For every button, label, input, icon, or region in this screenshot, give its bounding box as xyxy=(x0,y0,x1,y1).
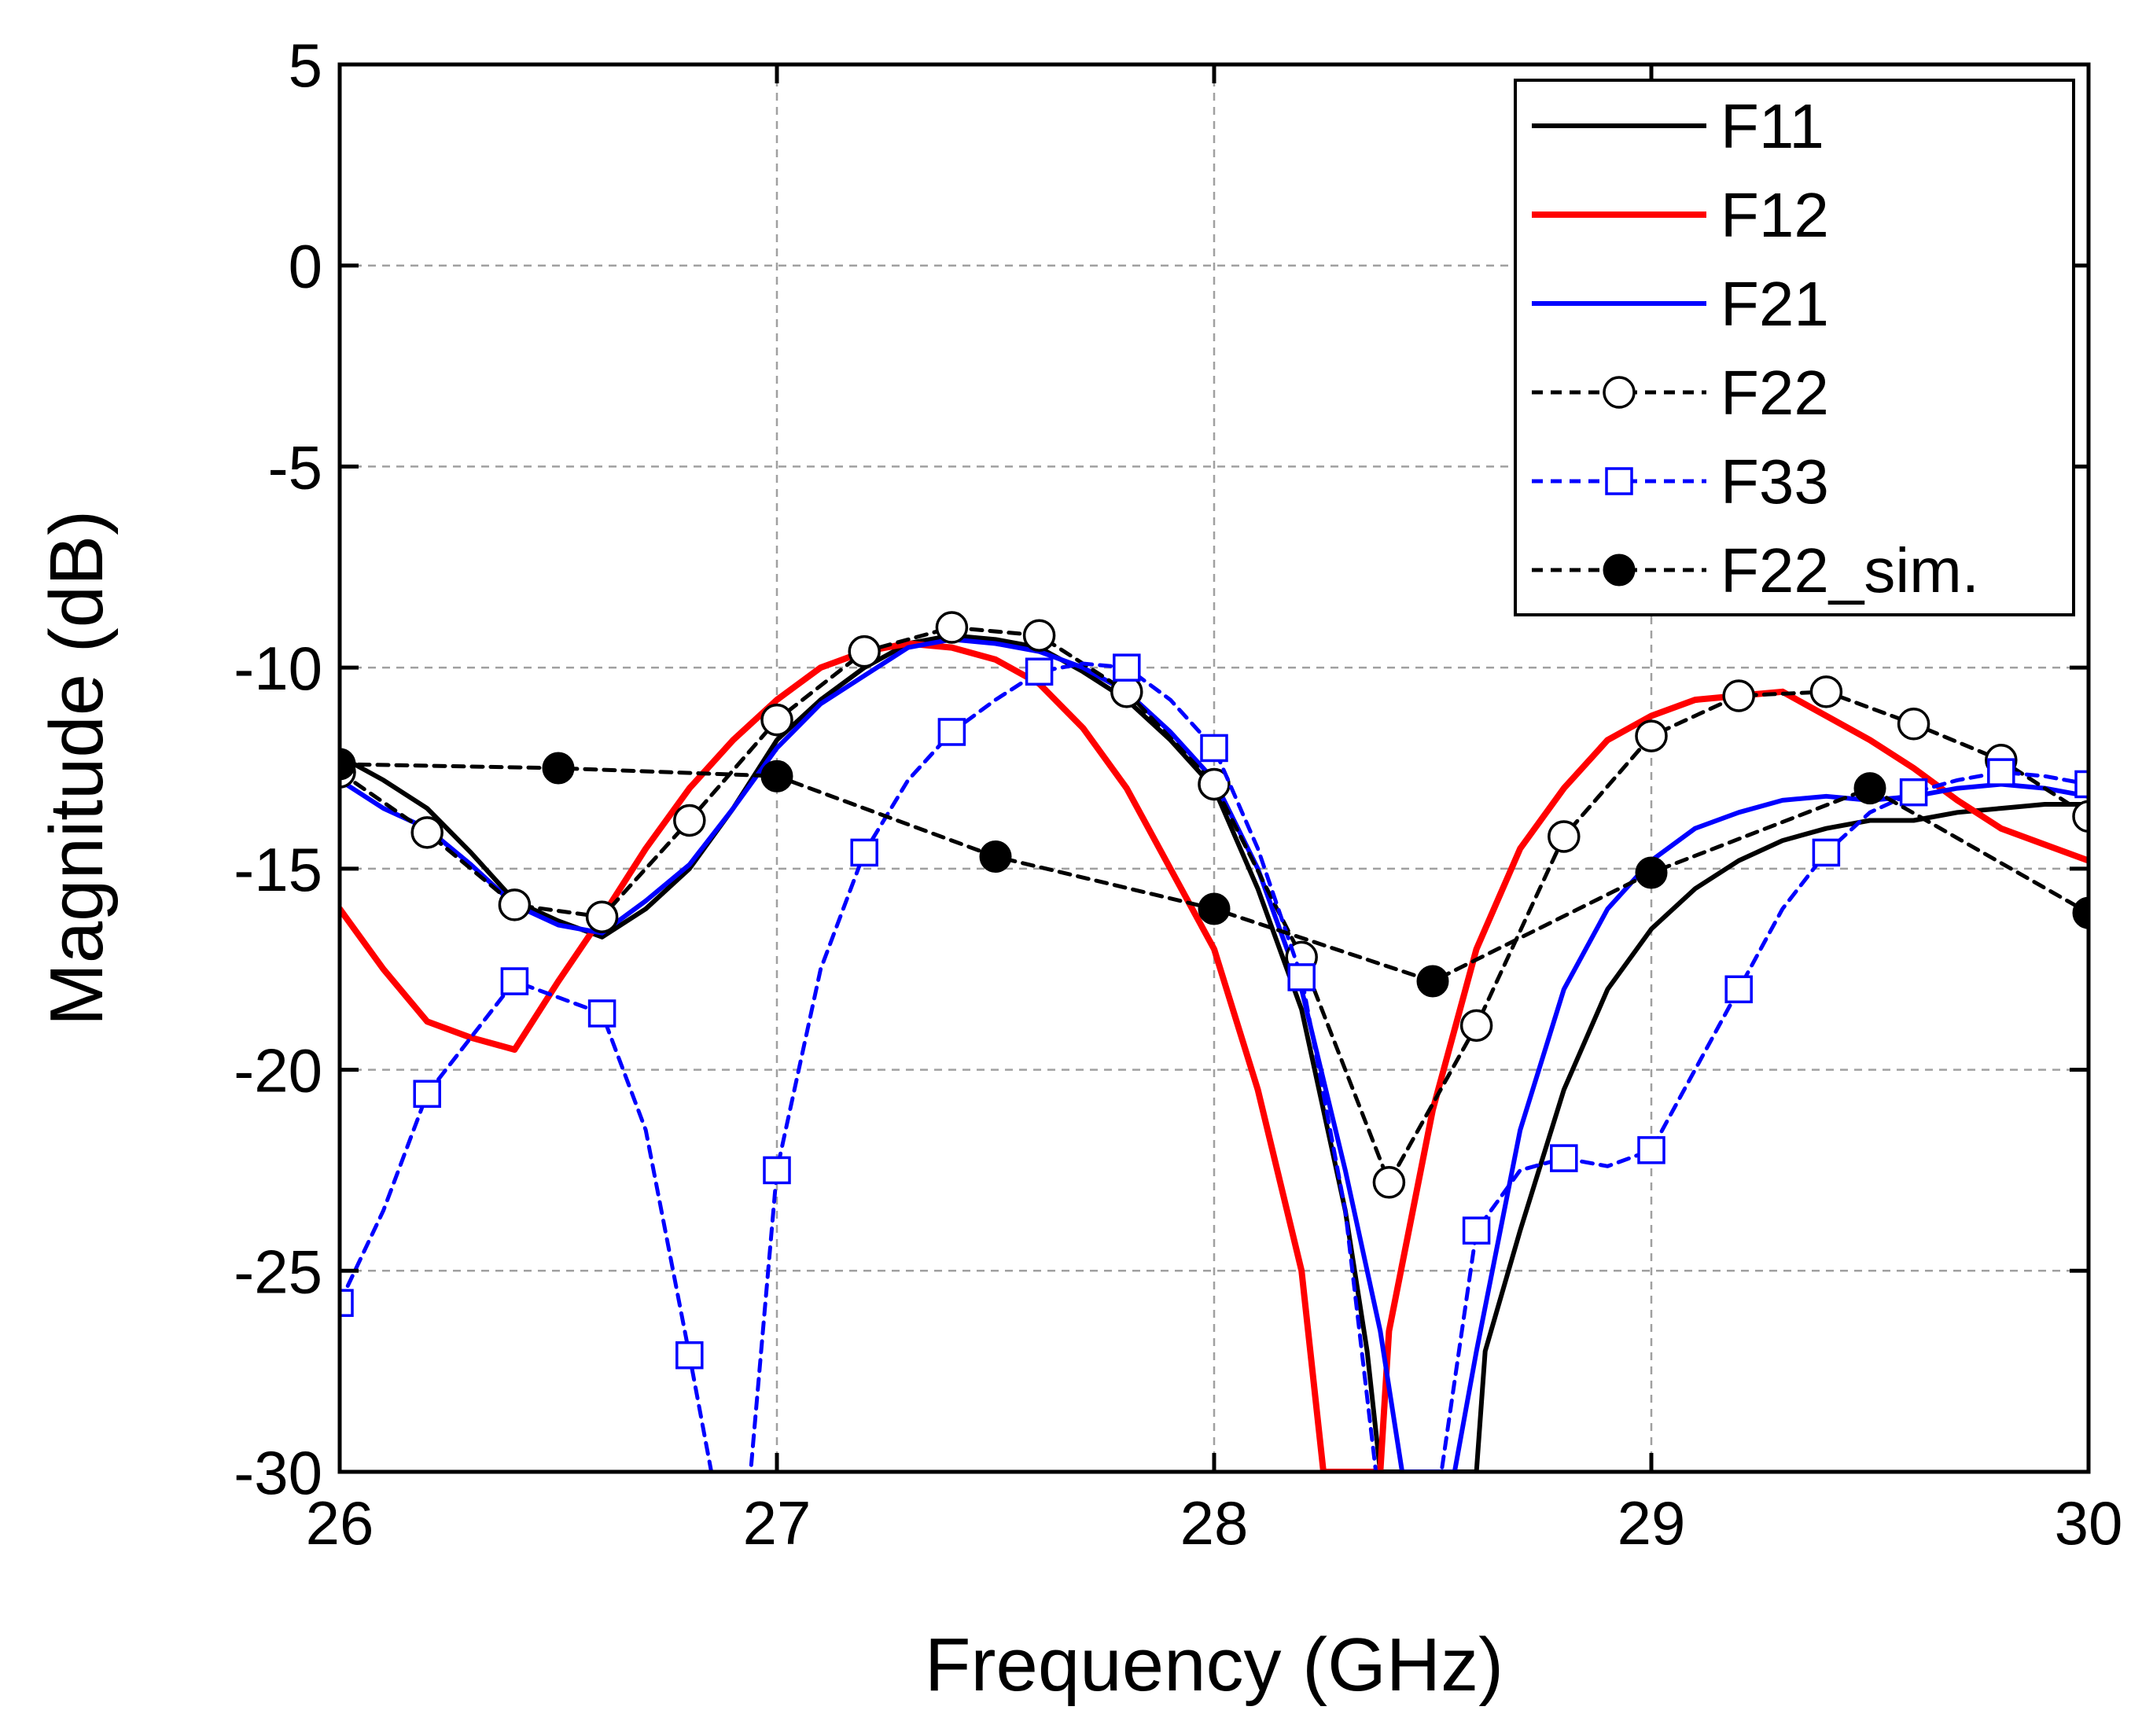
data-point-f33 xyxy=(1724,975,1753,1004)
x-tick-label: 27 xyxy=(743,1488,812,1558)
series-f33 xyxy=(340,653,2089,1472)
data-point-f22 xyxy=(1635,719,1668,752)
data-point-f22 xyxy=(2072,800,2089,833)
data-point-f22-sim xyxy=(340,748,356,781)
tick-layer: 26 27 28 29 30 5 0 -5 -10 -15 -20 -25 -30 xyxy=(234,31,2122,1558)
legend-marker-f22 xyxy=(1603,376,1636,409)
y-tick-label: 0 xyxy=(289,232,322,301)
y-tick-label: -5 xyxy=(268,432,322,502)
legend-marker-f33 xyxy=(1605,467,1633,495)
x-tick-label: 26 xyxy=(306,1488,374,1558)
data-point-f22-sim xyxy=(1635,856,1668,889)
data-point-f22 xyxy=(935,611,969,644)
data-point-f22 xyxy=(848,634,881,668)
series-f22-sim xyxy=(340,748,2089,998)
data-point-f33 xyxy=(1637,1136,1665,1164)
y-tick-label: -15 xyxy=(234,835,322,904)
data-point-f33 xyxy=(1025,657,1054,686)
x-axis-title: Frequency (GHz) xyxy=(925,1623,1503,1707)
y-tick-label: -10 xyxy=(234,634,322,703)
data-point-f22-sim xyxy=(979,840,1012,874)
legend-label-f11: F11 xyxy=(1721,91,1824,161)
data-point-f22 xyxy=(760,703,793,737)
data-point-f33 xyxy=(1899,778,1928,807)
data-point-f33 xyxy=(1113,653,1141,682)
legend-box xyxy=(1514,79,2075,616)
data-point-f33 xyxy=(937,718,966,746)
data-point-f33 xyxy=(1550,1144,1578,1172)
legend-label-f22-sim: F22_sim. xyxy=(1721,535,1979,605)
x-tick-label: 28 xyxy=(1180,1488,1249,1558)
data-point-f22-sim xyxy=(1198,892,1231,925)
series-f12 xyxy=(340,640,2089,1472)
data-point-f22 xyxy=(1722,679,1755,712)
data-point-f33 xyxy=(413,1079,441,1109)
data-point-f33 xyxy=(1987,758,2015,786)
data-point-f22 xyxy=(1198,767,1231,801)
x-tick-label: 30 xyxy=(2055,1488,2123,1558)
y-axis-title: Magnitude (dB) xyxy=(35,510,119,1026)
data-point-f22-sim xyxy=(542,752,575,785)
data-point-f33 xyxy=(1200,734,1228,763)
data-point-f33 xyxy=(340,1289,354,1317)
legend-marker-f22-sim xyxy=(1603,554,1636,587)
data-point-f22 xyxy=(498,888,532,921)
data-point-f33 xyxy=(500,967,529,995)
data-point-f22-sim xyxy=(1853,772,1886,805)
series-line-f12 xyxy=(340,640,2089,1472)
series-line-f22 xyxy=(340,625,2089,1185)
data-point-f22 xyxy=(410,816,443,849)
x-tick-label: 29 xyxy=(1618,1488,1686,1558)
data-point-f22 xyxy=(1022,619,1056,652)
y-tick-label: -25 xyxy=(234,1237,322,1306)
data-point-f33 xyxy=(2074,770,2089,799)
data-point-f22 xyxy=(1809,675,1843,708)
legend-label-f33: F33 xyxy=(1721,447,1829,517)
series-line-f33 xyxy=(340,661,2089,1472)
data-point-f22 xyxy=(585,900,619,933)
data-point-f33 xyxy=(1812,838,1841,867)
data-point-f22 xyxy=(1897,707,1930,741)
data-point-f33 xyxy=(850,838,878,867)
data-point-f22 xyxy=(1372,1166,1406,1199)
data-point-f22 xyxy=(673,804,706,837)
series-layer xyxy=(340,611,2089,1472)
legend-label-f22: F22 xyxy=(1721,358,1829,428)
data-point-f22-sim xyxy=(1416,965,1449,998)
data-point-f22-sim xyxy=(760,760,793,793)
data-point-f33 xyxy=(1287,963,1316,991)
y-tick-label: 5 xyxy=(289,31,322,100)
y-tick-label: -20 xyxy=(234,1036,322,1105)
legend-label-f12: F12 xyxy=(1721,180,1829,250)
data-point-f22-sim xyxy=(2072,896,2089,929)
series-f11 xyxy=(340,633,2089,1472)
data-point-f33 xyxy=(587,999,616,1028)
legend-label-f21: F21 xyxy=(1721,269,1829,339)
data-point-f33 xyxy=(763,1156,791,1185)
data-point-f22 xyxy=(1459,1009,1493,1043)
series-line-f11 xyxy=(340,633,2089,1472)
legend: F11 F12 F21 F22 F33 F22_sim. xyxy=(1514,79,2075,616)
data-point-f22 xyxy=(1548,820,1581,853)
data-point-f33 xyxy=(675,1341,704,1370)
y-tick-label: -30 xyxy=(234,1438,322,1507)
data-point-f33 xyxy=(1462,1216,1491,1245)
